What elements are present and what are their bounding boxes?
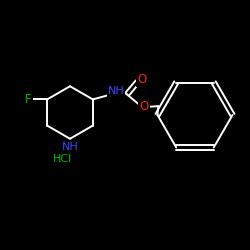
Text: F: F bbox=[25, 93, 32, 106]
Text: HCl: HCl bbox=[53, 154, 72, 164]
Text: NH: NH bbox=[62, 142, 78, 152]
Text: O: O bbox=[139, 100, 148, 114]
Text: O: O bbox=[137, 73, 146, 86]
Text: NH: NH bbox=[108, 86, 124, 96]
